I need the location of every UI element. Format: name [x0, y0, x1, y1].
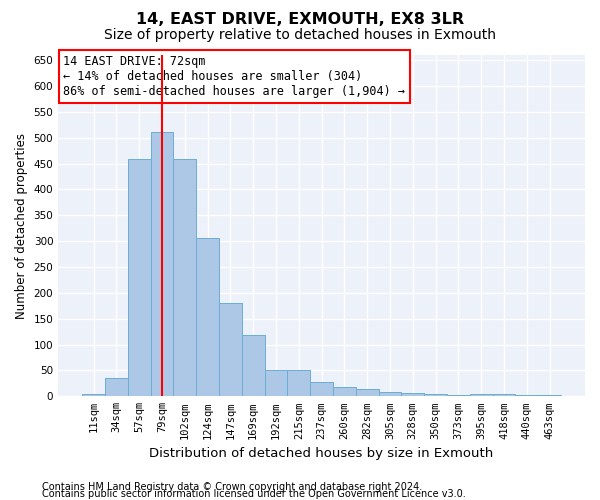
Bar	[515, 395, 538, 396]
Bar	[265, 370, 287, 396]
Bar	[287, 370, 310, 396]
Bar	[196, 238, 219, 396]
Bar	[128, 160, 151, 396]
Bar	[219, 303, 242, 396]
Bar	[173, 160, 196, 396]
Bar	[538, 395, 561, 396]
Bar	[105, 378, 128, 396]
Text: Contains HM Land Registry data © Crown copyright and database right 2024.: Contains HM Land Registry data © Crown c…	[42, 482, 422, 492]
Bar	[356, 388, 379, 396]
Bar	[470, 394, 493, 396]
Bar	[82, 394, 105, 396]
X-axis label: Distribution of detached houses by size in Exmouth: Distribution of detached houses by size …	[149, 447, 494, 460]
Bar	[447, 395, 470, 396]
Text: 14 EAST DRIVE: 72sqm
← 14% of detached houses are smaller (304)
86% of semi-deta: 14 EAST DRIVE: 72sqm ← 14% of detached h…	[64, 55, 406, 98]
Bar	[242, 336, 265, 396]
Bar	[379, 392, 401, 396]
Bar	[401, 393, 424, 396]
Bar	[310, 382, 333, 396]
Bar	[493, 394, 515, 396]
Bar	[333, 387, 356, 396]
Text: Contains public sector information licensed under the Open Government Licence v3: Contains public sector information licen…	[42, 489, 466, 499]
Bar	[151, 132, 173, 396]
Y-axis label: Number of detached properties: Number of detached properties	[15, 132, 28, 318]
Text: 14, EAST DRIVE, EXMOUTH, EX8 3LR: 14, EAST DRIVE, EXMOUTH, EX8 3LR	[136, 12, 464, 28]
Text: Size of property relative to detached houses in Exmouth: Size of property relative to detached ho…	[104, 28, 496, 42]
Bar	[424, 394, 447, 396]
